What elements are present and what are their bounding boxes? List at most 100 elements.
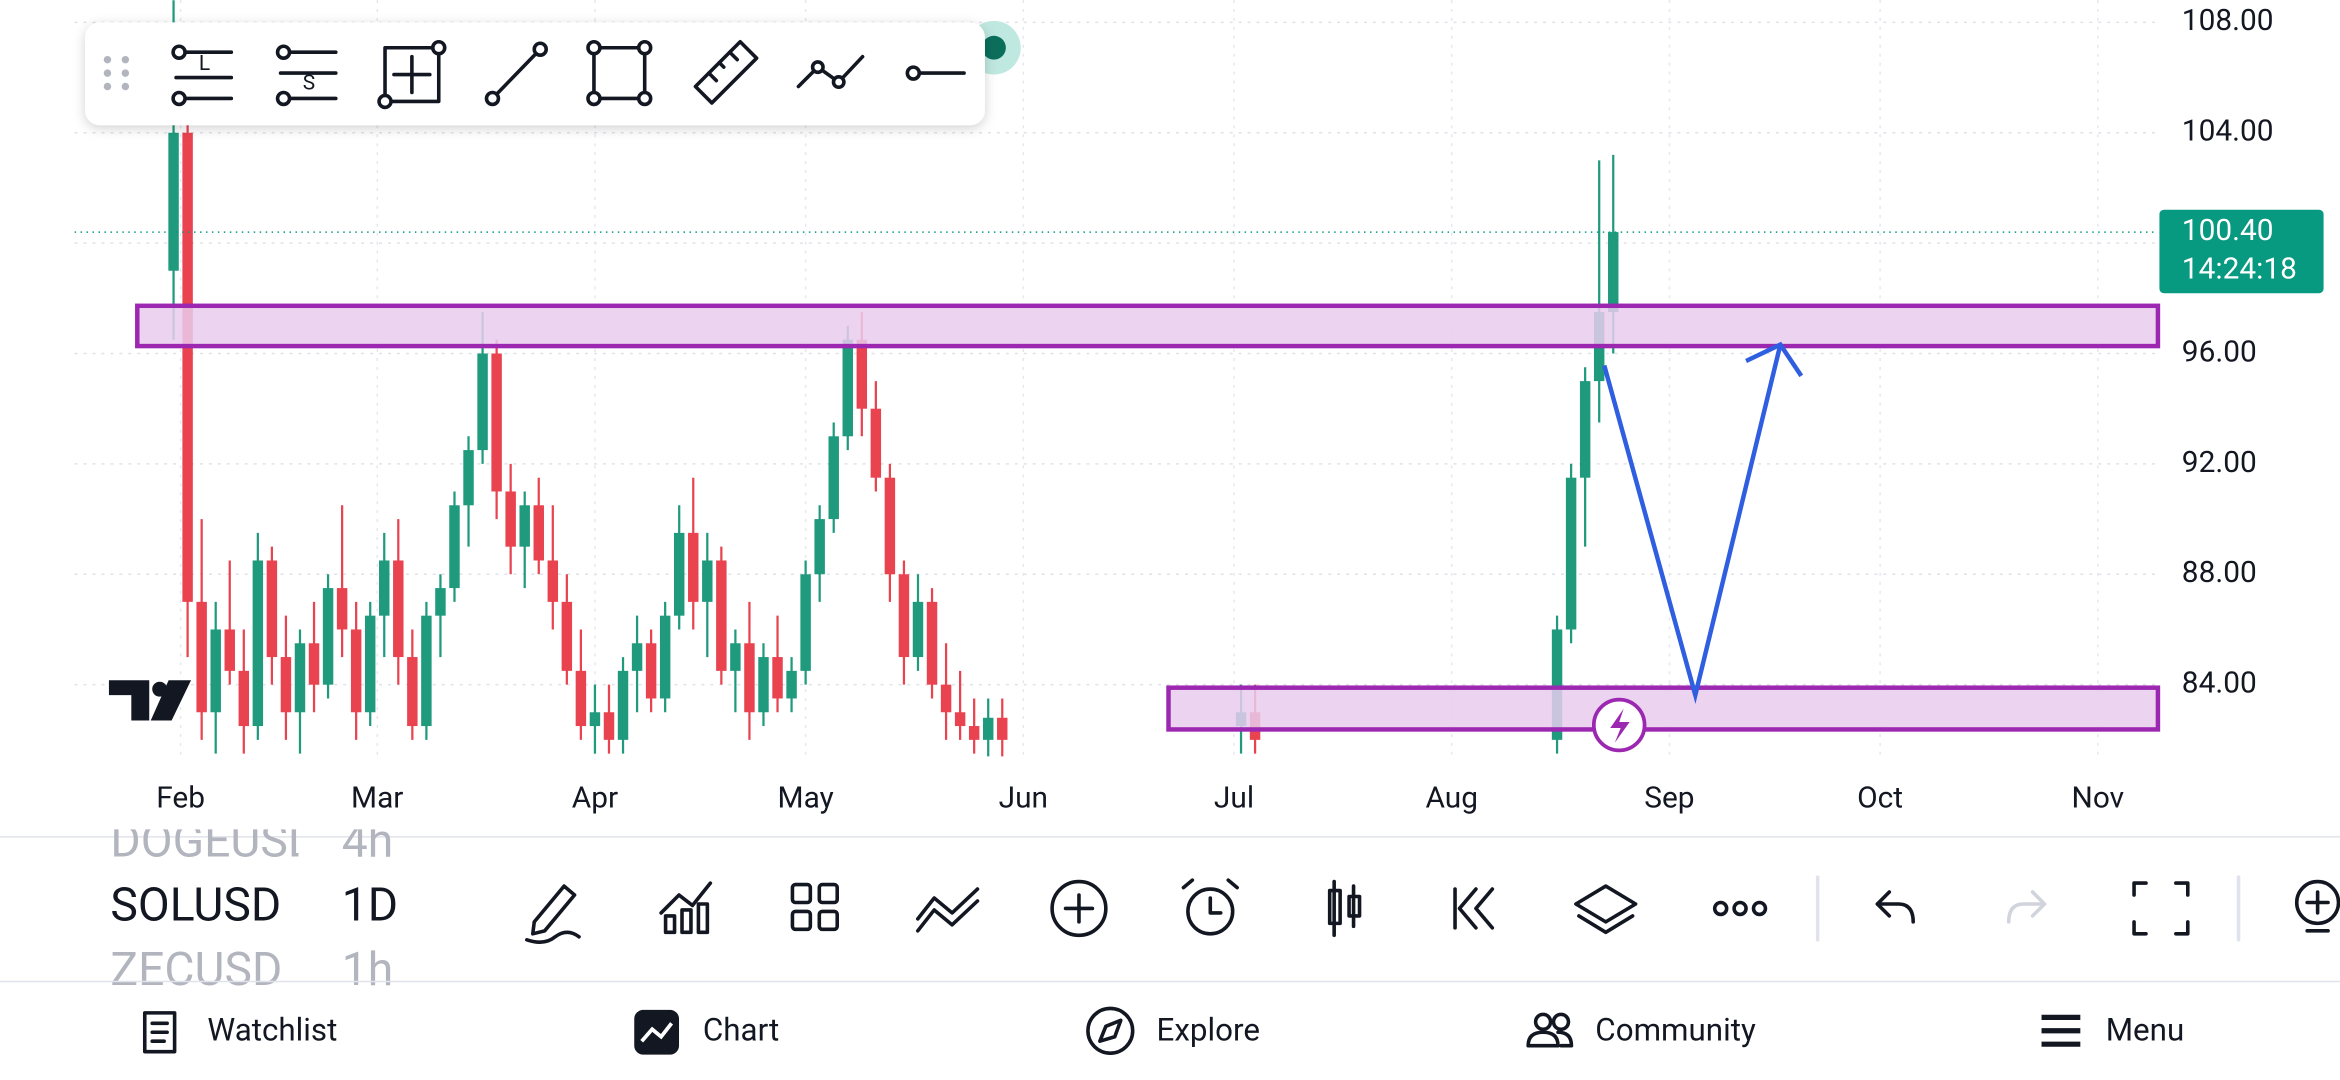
indicators-button[interactable] <box>659 881 713 935</box>
nav-watchlist[interactable] <box>142 1011 177 1054</box>
zone-rectangle[interactable] <box>1166 685 2161 732</box>
layers-button[interactable] <box>1574 884 1638 935</box>
x-tick-label: May <box>778 780 834 815</box>
candle-body <box>589 712 601 727</box>
y-tick-label: 104.00 <box>2182 114 2274 149</box>
candle-body <box>449 505 460 589</box>
tool-long[interactable] <box>171 44 234 107</box>
drag-handle[interactable] <box>103 55 130 91</box>
candle-body <box>1608 232 1619 313</box>
tv-logo <box>108 680 192 721</box>
candle-body <box>379 560 390 616</box>
tool-range[interactable] <box>377 39 447 110</box>
zone-rectangle[interactable] <box>135 303 2161 349</box>
nav-menu[interactable] <box>2041 1014 2081 1047</box>
path-drawing[interactable] <box>1602 344 1783 705</box>
candle-body <box>702 560 713 602</box>
candle-body <box>603 712 615 740</box>
candle-body <box>238 670 250 727</box>
candle-body <box>308 643 320 685</box>
tool-label: S <box>303 72 315 96</box>
candle-body <box>196 601 207 713</box>
x-tick-label: Feb <box>156 780 205 815</box>
tool-short[interactable] <box>275 44 338 107</box>
symbol-name[interactable]: SOLUSD <box>110 879 281 933</box>
candle-body <box>954 712 966 727</box>
candle-body <box>280 657 292 713</box>
candle-body <box>182 132 193 602</box>
candle-body <box>884 477 896 575</box>
tool-ruler[interactable] <box>693 39 759 105</box>
candle-body <box>856 339 868 409</box>
price-label-box <box>2159 209 2324 294</box>
draw-button[interactable] <box>525 884 581 944</box>
x-tick-label: Mar <box>351 780 403 815</box>
ideas-button[interactable] <box>2294 879 2340 933</box>
candle-body <box>252 560 264 727</box>
candle-body <box>224 629 235 671</box>
candle-body <box>505 491 516 547</box>
candle-body <box>294 643 306 713</box>
nav-label[interactable]: Menu <box>2106 1012 2185 1049</box>
x-tick-label: Sep <box>1644 780 1694 815</box>
price-label: 100.40 <box>2182 213 2274 248</box>
candle-body <box>758 657 769 713</box>
candle-body <box>926 601 938 685</box>
candle-body <box>786 670 797 699</box>
alert-button[interactable] <box>1181 878 1239 936</box>
add-button[interactable] <box>1050 879 1108 938</box>
symbol-name[interactable]: DOGEUSD <box>110 815 318 869</box>
grid <box>74 0 2158 758</box>
candle-body <box>730 643 741 671</box>
chart-type-button[interactable] <box>1327 879 1362 938</box>
nav-chart[interactable] <box>634 1009 680 1055</box>
tool-trendline[interactable] <box>484 41 548 107</box>
fullscreen-button[interactable] <box>2132 881 2190 936</box>
compare-button[interactable] <box>916 887 980 933</box>
undo-button[interactable] <box>1875 890 1915 924</box>
symbol-name[interactable]: ZECUSD <box>110 943 282 997</box>
nav-label[interactable]: Community <box>1595 1012 1756 1049</box>
flash-glyph <box>1610 708 1630 743</box>
nav-label[interactable]: Chart <box>703 1012 779 1049</box>
arrow-head <box>1745 341 1804 378</box>
symbol-interval: 1D <box>342 879 398 933</box>
layout-button[interactable] <box>790 882 839 932</box>
countdown-label: 14:24:18 <box>2182 252 2297 287</box>
tool-path[interactable] <box>796 54 865 90</box>
candle-body <box>1579 381 1591 478</box>
candle-body <box>659 615 671 699</box>
tool-rectangle[interactable] <box>586 39 653 107</box>
candle-body <box>982 717 994 740</box>
candle-body <box>800 574 811 671</box>
replay-button[interactable] <box>1453 887 1495 930</box>
y-tick-label: 92.00 <box>2182 445 2257 480</box>
live-dot <box>981 35 1006 60</box>
symbol-list[interactable]: DOGEUSD 4h SOLUSD 1D ZECUSD 1h <box>110 815 398 997</box>
candle-body <box>575 670 587 727</box>
candle-body <box>828 436 839 520</box>
candle-body <box>210 629 221 713</box>
x-tick-label: Aug <box>1425 780 1478 815</box>
nav-label[interactable]: Watchlist <box>207 1012 337 1049</box>
nav-label[interactable]: Explore <box>1157 1012 1260 1049</box>
nav-explore[interactable] <box>1086 1006 1135 1055</box>
candle-body <box>350 629 362 713</box>
redo-button[interactable] <box>2006 890 2047 924</box>
candle-body <box>519 505 530 547</box>
candle-body <box>645 643 657 699</box>
tool-label: L <box>199 52 210 76</box>
toolbar-icons <box>525 875 2340 944</box>
candle-body <box>168 132 179 271</box>
tool-ray[interactable] <box>905 65 966 81</box>
candle-body <box>561 601 573 671</box>
candle-body <box>631 643 643 671</box>
candle-body <box>744 643 755 713</box>
symbol-interval: 4h <box>342 815 393 869</box>
more-button[interactable] <box>1712 900 1768 917</box>
nav-community[interactable] <box>1526 1012 1574 1048</box>
axes: 84.0088.0092.0096.00100.00104.00108.00Fe… <box>74 3 2324 815</box>
candle-body <box>463 450 474 506</box>
